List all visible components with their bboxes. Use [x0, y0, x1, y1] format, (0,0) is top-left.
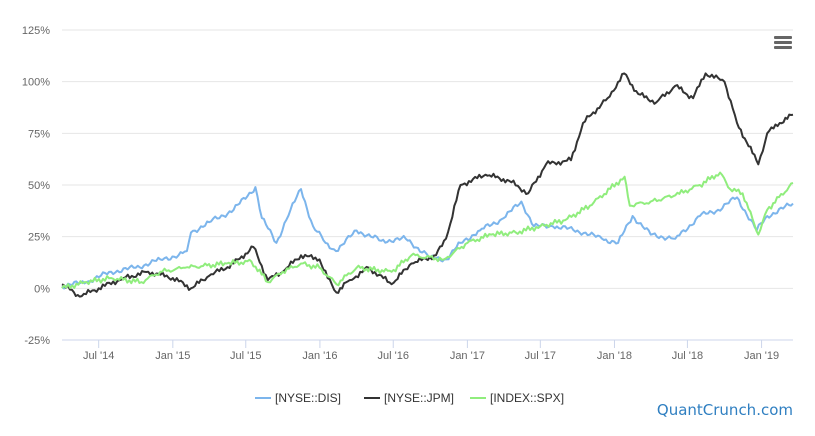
- y-tick-label: 25%: [28, 232, 50, 244]
- x-tick-label: Jan '18: [597, 350, 632, 362]
- x-tick-label: Jul '18: [672, 350, 703, 362]
- y-tick-label: -25%: [24, 335, 50, 347]
- x-tick-label: Jul '16: [378, 350, 409, 362]
- legend-item[interactable]: [NYSE::DIS]: [255, 391, 341, 405]
- y-tick-label: 125%: [22, 25, 50, 37]
- legend-label: [INDEX::SPX]: [490, 391, 564, 405]
- legend-label: [NYSE::DIS]: [275, 391, 341, 405]
- x-axis: Jul '14 Jan '15 Jul '15 Jan '16 Jul '16 Jan '…: [62, 339, 793, 362]
- x-tick-label: Jul '15: [230, 350, 261, 362]
- x-tick-label: Jan '15: [155, 350, 190, 362]
- legend[interactable]: [NYSE::DIS] [NYSE::JPM] [INDEX::SPX]: [255, 391, 564, 405]
- y-tick-label: 50%: [28, 180, 50, 192]
- x-tick-label: Jul '14: [83, 350, 114, 362]
- x-tick-label: Jan '16: [302, 350, 337, 362]
- x-tick-label: Jan '17: [450, 350, 485, 362]
- series-line-nyse-jpm: [61, 72, 794, 298]
- x-tick-label: Jul '17: [525, 350, 556, 362]
- y-tick-label: 75%: [28, 128, 50, 140]
- series-line-nyse-dis: [61, 186, 794, 290]
- y-tick-label: 0%: [34, 283, 50, 295]
- legend-item[interactable]: [NYSE::JPM]: [364, 391, 454, 405]
- brand-watermark: QuantCrunch.com: [656, 401, 793, 419]
- x-tick-label: Jan '19: [744, 350, 779, 362]
- y-tick-label: 100%: [22, 77, 50, 89]
- legend-item[interactable]: [INDEX::SPX]: [470, 391, 564, 405]
- series-line-index-spx: [61, 171, 794, 289]
- hamburger-menu-icon[interactable]: [774, 36, 792, 50]
- series-lines: [61, 72, 794, 298]
- y-axis: -25% 0% 25% 50% 75% 100% 125%: [22, 25, 50, 347]
- legend-label: [NYSE::JPM]: [384, 391, 454, 405]
- gridlines: [62, 29, 793, 341]
